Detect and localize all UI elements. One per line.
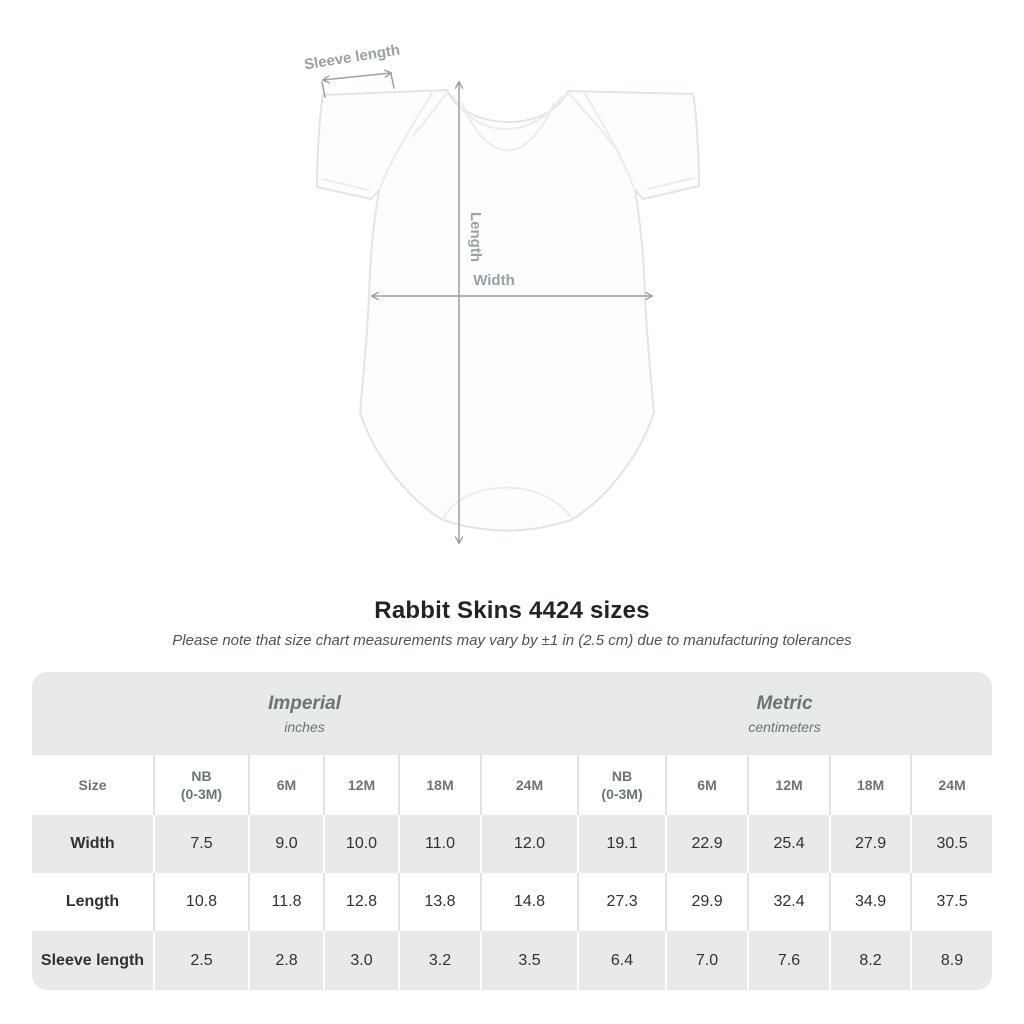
row-label-width: Width — [32, 815, 153, 873]
col-header-metric-12m: 12M — [747, 755, 830, 815]
width-metric-6m: 22.9 — [665, 815, 748, 873]
sleeve-imperial-6m: 2.8 — [248, 931, 323, 990]
col-header-imperial-nb: NB (0-3M) — [153, 755, 248, 815]
length-metric-12m: 32.4 — [747, 873, 830, 931]
col-header-imperial-12m: 12M — [323, 755, 398, 815]
sleeve-metric-6m: 7.0 — [665, 931, 748, 990]
width-metric-18m: 27.9 — [829, 815, 911, 873]
size-chart-table: Imperial inches Metric centimeters Size … — [32, 672, 993, 990]
sleeve-imperial-24m: 3.5 — [480, 931, 578, 990]
sleeve-metric-24m: 8.9 — [910, 931, 993, 990]
col-header-metric-24m: 24M — [910, 755, 993, 815]
metric-group-name: Metric — [756, 692, 813, 714]
col-header-metric-18m: 18M — [829, 755, 911, 815]
table-row-sleeve-length: Sleeve length 2.5 2.8 3.0 3.2 3.5 6.4 7.… — [32, 931, 993, 990]
imperial-group-unit: inches — [284, 718, 325, 735]
width-metric-nb: 19.1 — [577, 815, 666, 873]
imperial-group-name: Imperial — [268, 692, 341, 714]
col-header-metric-nb: NB (0-3M) — [577, 755, 666, 815]
sleeve-imperial-18m: 3.2 — [398, 931, 480, 990]
sleeve-metric-nb: 6.4 — [577, 931, 666, 990]
unit-group-row: Imperial inches Metric centimeters — [32, 672, 993, 755]
sleeve-arrow-tick-left — [321, 81, 326, 98]
tolerance-note: Please note that size chart measurements… — [172, 632, 852, 649]
length-imperial-24m: 14.8 — [480, 873, 578, 931]
length-imperial-12m: 12.8 — [323, 873, 398, 931]
width-metric-12m: 25.4 — [747, 815, 830, 873]
sleeve-imperial-12m: 3.0 — [323, 931, 398, 990]
sleeve-arrow-tick-right — [390, 73, 395, 89]
length-imperial-nb: 10.8 — [153, 873, 248, 931]
table-row-length: Length 10.8 11.8 12.8 13.8 14.8 27.3 29.… — [32, 873, 993, 931]
sleeve-metric-12m: 7.6 — [747, 931, 830, 990]
col-header-imperial-6m: 6M — [248, 755, 323, 815]
length-label: Length — [467, 212, 484, 262]
bodysuit-seams — [321, 90, 695, 518]
width-imperial-6m: 9.0 — [248, 815, 323, 873]
size-header-row: Size NB (0-3M) 6M 12M 18M 24M NB (0-3M) … — [32, 755, 993, 815]
row-label-sleeve-length: Sleeve length — [32, 931, 153, 990]
sleeve-length-arrow — [321, 69, 393, 84]
metric-group-unit: centimeters — [748, 718, 821, 735]
width-imperial-12m: 10.0 — [323, 815, 398, 873]
length-imperial-6m: 11.8 — [248, 873, 323, 931]
size-corner-header: Size — [32, 755, 153, 815]
width-imperial-nb: 7.5 — [153, 815, 248, 873]
length-metric-nb: 27.3 — [577, 873, 666, 931]
length-metric-18m: 34.9 — [829, 873, 911, 931]
table-row-width: Width 7.5 9.0 10.0 11.0 12.0 19.1 22.9 2… — [32, 815, 993, 873]
page-title: Rabbit Skins 4424 sizes — [374, 597, 650, 624]
bodysuit-diagram: Sleeve length Length Width — [303, 42, 700, 545]
width-label: Width — [473, 272, 515, 289]
sleeve-imperial-nb: 2.5 — [153, 931, 248, 990]
bodysuit-illustration — [316, 89, 700, 532]
length-metric-24m: 37.5 — [910, 873, 993, 931]
width-imperial-18m: 11.0 — [398, 815, 480, 873]
col-header-imperial-24m: 24M — [480, 755, 578, 815]
col-header-imperial-18m: 18M — [398, 755, 480, 815]
length-imperial-18m: 13.8 — [398, 873, 480, 931]
width-imperial-24m: 12.0 — [480, 815, 578, 873]
metric-group-header: Metric centimeters — [577, 672, 993, 755]
measurement-arrows — [321, 69, 654, 545]
imperial-group-header: Imperial inches — [32, 672, 578, 755]
bodysuit-outline — [316, 89, 700, 532]
sleeve-length-label: Sleeve length — [303, 42, 401, 74]
col-header-metric-6m: 6M — [665, 755, 748, 815]
width-metric-24m: 30.5 — [910, 815, 993, 873]
sleeve-metric-18m: 8.2 — [829, 931, 911, 990]
length-metric-6m: 29.9 — [665, 873, 748, 931]
row-label-length: Length — [32, 873, 153, 931]
